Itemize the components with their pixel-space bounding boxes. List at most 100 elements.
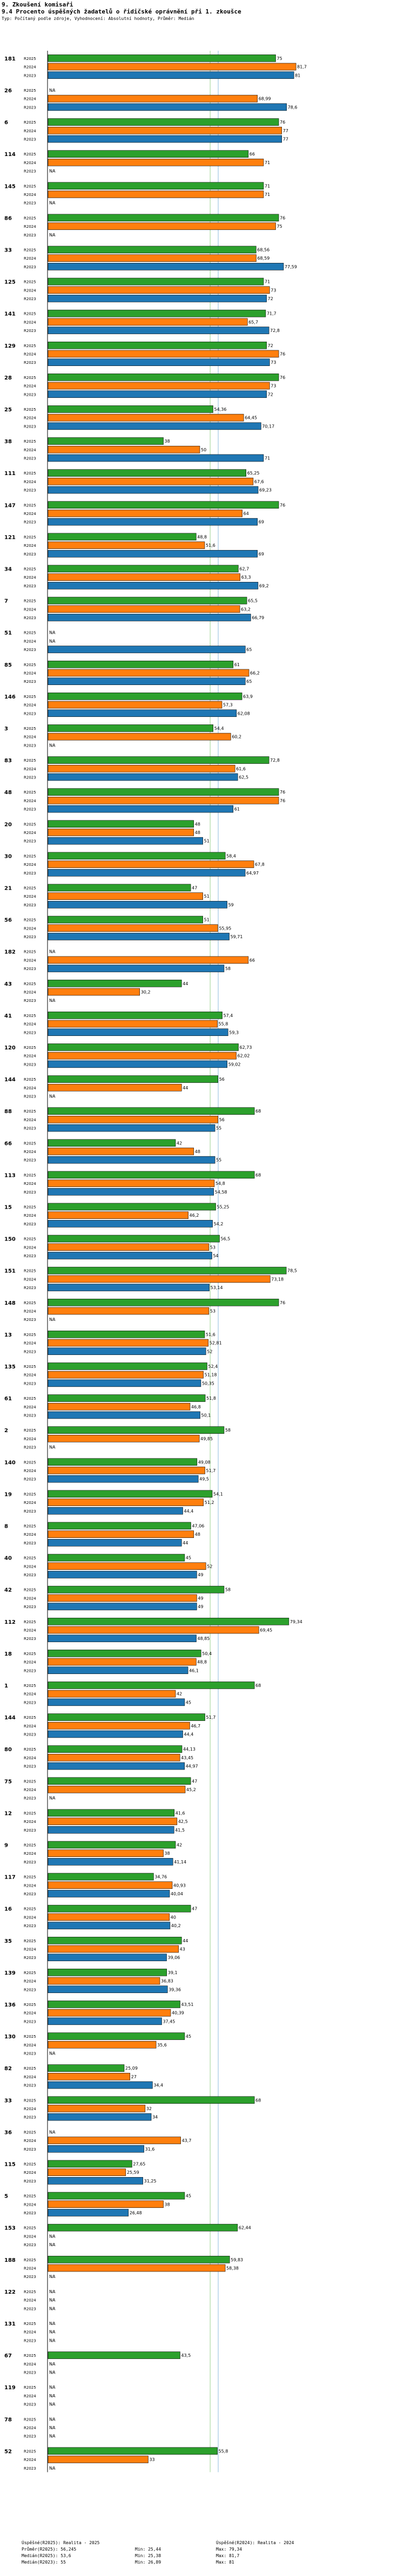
value-label: 68: [255, 1683, 261, 1688]
group-label: 182: [4, 950, 16, 955]
series-label: R2023: [24, 170, 36, 174]
value-label: 62,44: [239, 2226, 251, 2231]
bar: [48, 1721, 190, 1730]
value-label: 31,6: [145, 2147, 155, 2152]
value-label: 46,8: [191, 1405, 201, 1409]
value-label: 67,8: [255, 862, 265, 867]
group-label: 26: [4, 88, 12, 94]
group-label: 56: [4, 918, 12, 924]
bar: [48, 2200, 164, 2208]
group-label: 20: [4, 822, 12, 828]
series-label: R2023: [24, 424, 36, 429]
series-label: R2023: [24, 2403, 36, 2407]
series-label: R2025: [24, 89, 36, 93]
bar: [48, 1211, 188, 1219]
bar: [48, 1012, 222, 1019]
value-label: 51,6: [206, 1332, 215, 1337]
na-label: NA: [49, 2338, 56, 2343]
value-label: 44,97: [186, 1764, 198, 1769]
bar: [48, 1904, 191, 1913]
bar: [48, 1266, 287, 1275]
series-label: R2025: [24, 2035, 36, 2039]
na-label: NA: [49, 950, 56, 954]
bar: [48, 277, 264, 286]
bar: [48, 1890, 170, 1897]
series-label: R2024: [24, 926, 36, 931]
bar: [48, 1020, 218, 1028]
group-label: 114: [4, 152, 16, 158]
bar: [48, 2081, 153, 2089]
value-label: 42: [177, 1842, 182, 1847]
value-label: 45: [186, 2034, 191, 2039]
bar: [48, 1171, 255, 1179]
bar: [48, 2168, 126, 2176]
bar: [48, 2001, 180, 2008]
bar: [48, 1083, 182, 1092]
series-label: R2024: [24, 863, 36, 867]
series-label: R2024: [24, 1182, 36, 1186]
group-label: 188: [4, 2258, 16, 2263]
series-label: R2023: [24, 1860, 36, 1865]
bar: [48, 2264, 226, 2272]
bar: [48, 2137, 181, 2144]
value-label: 68,99: [259, 97, 271, 101]
value-label: 45,2: [186, 1787, 196, 1792]
series-label: R2024: [24, 2299, 36, 2303]
value-label: 77,59: [285, 265, 297, 269]
series-label: R2023: [24, 265, 36, 269]
bar: [48, 1754, 180, 1761]
bar: [48, 159, 264, 166]
bar: [48, 1713, 205, 1721]
series-label: R2025: [24, 1365, 36, 1369]
bar: [48, 2105, 146, 2112]
value-label: 48,8: [197, 1660, 207, 1665]
value-label: 39,36: [168, 1987, 181, 1992]
bar: [48, 318, 248, 326]
na-label: NA: [49, 1317, 56, 1322]
series-label: R2025: [24, 1811, 36, 1815]
bar: [48, 884, 191, 892]
value-label: 68,56: [257, 247, 269, 252]
na-label: NA: [49, 2417, 56, 2422]
series-label: R2024: [24, 1405, 36, 1409]
series-label: R2025: [24, 152, 36, 157]
value-label: 77: [283, 128, 288, 133]
series-label: R2024: [24, 1660, 36, 1665]
na-label: NA: [49, 2051, 56, 2056]
series-label: R2025: [24, 1971, 36, 1975]
bar: [48, 150, 249, 158]
group-label: 21: [4, 885, 12, 891]
bar: [48, 1571, 197, 1578]
bar: [48, 422, 261, 430]
series-label: R2023: [24, 999, 36, 1003]
value-label: 57,3: [223, 703, 233, 708]
series-label: R2023: [24, 1477, 36, 1482]
series-label: R2025: [24, 2417, 36, 2422]
series-label: R2025: [24, 1269, 36, 1273]
group-label: 52: [4, 2449, 12, 2455]
bar: [48, 135, 282, 143]
group-label: 136: [4, 2002, 16, 2008]
series-label: R2024: [24, 480, 36, 484]
value-label: 50,4: [202, 1651, 212, 1656]
value-label: 43,5: [181, 2353, 191, 2358]
value-label: 55: [216, 1126, 221, 1131]
value-label: 61: [234, 807, 240, 812]
bar: [48, 1426, 225, 1434]
group-label: 82: [4, 2066, 12, 2072]
series-label: R2023: [24, 1062, 36, 1067]
bar: [48, 1371, 204, 1379]
value-label: 53: [210, 1245, 215, 1250]
value-label: 41,14: [174, 1860, 186, 1865]
series-label: R2024: [24, 1596, 36, 1601]
value-label: 54,2: [214, 1222, 224, 1226]
bar: [48, 413, 244, 422]
group-label: 146: [4, 694, 16, 700]
series-label: R2024: [24, 607, 36, 612]
bar: [48, 541, 205, 549]
value-label: 76: [280, 790, 285, 795]
series-label: R2023: [24, 233, 36, 238]
value-label: 76: [280, 120, 285, 125]
series-label: R2025: [24, 886, 36, 890]
value-label: 68: [255, 1109, 261, 1114]
